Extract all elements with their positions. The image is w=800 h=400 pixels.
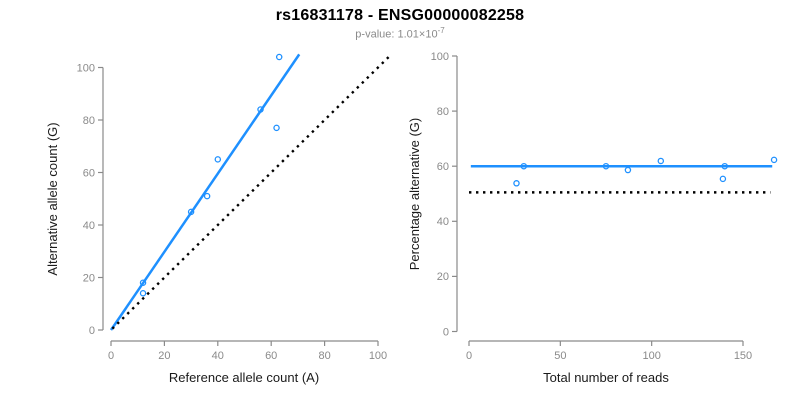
data-point <box>203 192 211 200</box>
y-tick-label: 20 <box>83 272 95 284</box>
data-point <box>273 124 280 132</box>
y-tick-label: 40 <box>437 216 449 228</box>
plot-subtitle: p-value: 1.01×10-7 <box>0 26 800 41</box>
y-tick-label: 40 <box>83 220 95 232</box>
x-axis-title: Reference allele count (A) <box>169 370 319 385</box>
pvalue-text: p-value: 1.01×10 <box>355 28 438 41</box>
plot-title: rs16831178 - ENSG00000082258 <box>275 7 525 24</box>
y-tick-label: 80 <box>83 115 95 127</box>
data-point <box>721 162 728 170</box>
data-point <box>520 162 528 170</box>
y-tick-label: 100 <box>77 62 95 74</box>
y-axis-title: Percentage alternative (G) <box>407 118 422 270</box>
data-point <box>719 175 727 183</box>
y-tick-label: 0 <box>89 325 95 337</box>
y-axis-title: Alternative allele count (G) <box>45 122 60 275</box>
data-point <box>257 106 264 113</box>
data-point <box>770 156 778 164</box>
x-tick-label: 0 <box>466 350 472 362</box>
y-tick-label: 100 <box>431 51 449 63</box>
data-point <box>214 156 222 163</box>
x-tick-label: 0 <box>108 350 114 362</box>
allele-counts-chart: 0 20 40 60 80 100 0 20 40 60 80 100 Reference allele… <box>45 53 390 385</box>
x-tick-label: 100 <box>369 350 387 362</box>
y-tick-label: 0 <box>443 326 449 338</box>
y-tick-label: 80 <box>437 106 449 118</box>
x-tick-label: 80 <box>318 350 330 362</box>
regression-line <box>109 53 301 331</box>
percentage-vs-reads-chart: 0 20 40 60 80 100 0 50 100 150 Total number of rea… <box>407 51 778 385</box>
data-point <box>139 289 147 297</box>
x-tick-label: 60 <box>265 350 277 362</box>
data-point <box>139 279 147 286</box>
data-point <box>275 53 283 61</box>
y-tick-label: 60 <box>83 167 95 179</box>
x-tick-label: 100 <box>642 350 660 362</box>
data-point <box>187 208 195 216</box>
pvalue-exponent: -7 <box>437 26 445 35</box>
data-point <box>624 166 632 174</box>
data-point <box>602 162 610 170</box>
x-tick-label: 50 <box>554 350 566 362</box>
y-tick-label: 20 <box>437 271 449 283</box>
data-point <box>513 180 520 187</box>
x-tick-label: 150 <box>734 350 752 362</box>
x-axis-title: Total number of reads <box>543 370 669 385</box>
x-tick-label: 20 <box>158 350 170 362</box>
y-tick-label: 60 <box>437 161 449 173</box>
x-tick-label: 40 <box>212 350 224 362</box>
data-point <box>657 157 665 165</box>
identity-line <box>111 56 390 330</box>
